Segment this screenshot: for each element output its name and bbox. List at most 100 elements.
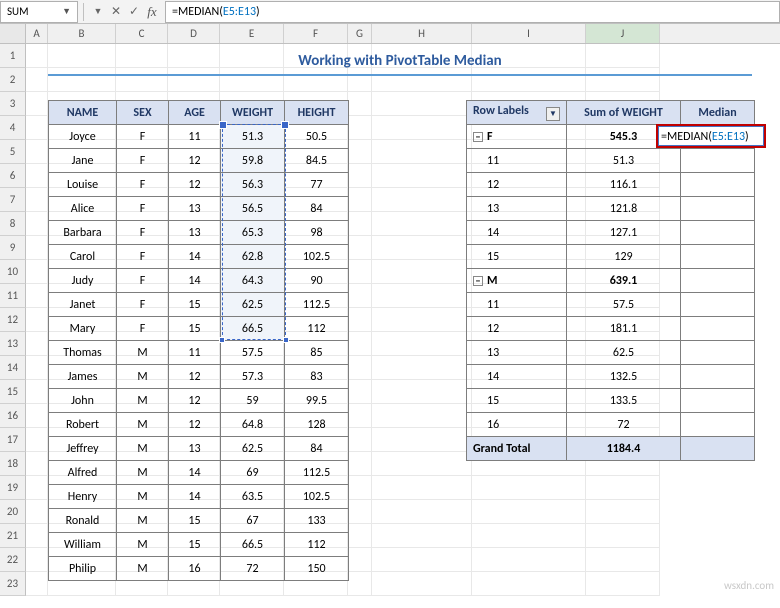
table-cell-name[interactable]: William — [49, 533, 117, 557]
select-all-corner[interactable] — [0, 24, 26, 43]
table-cell-ht[interactable]: 102.5 — [285, 245, 349, 269]
pivot-row-label[interactable]: 13 — [467, 341, 567, 365]
grid-cell[interactable] — [372, 476, 472, 500]
pivot-row-label[interactable]: 11 — [467, 149, 567, 173]
grid-cell[interactable] — [348, 188, 372, 212]
table-cell-wt[interactable]: 64.3 — [221, 269, 285, 293]
table-cell-sex[interactable]: M — [117, 389, 169, 413]
grid-cell[interactable] — [348, 92, 372, 116]
row-header-23[interactable]: 23 — [0, 572, 26, 596]
grid-cell[interactable] — [26, 500, 48, 524]
table-cell-ht[interactable]: 83 — [285, 365, 349, 389]
table-cell-age[interactable]: 13 — [169, 437, 221, 461]
pivot-row-label[interactable]: 11 — [467, 293, 567, 317]
grid-cell[interactable] — [26, 188, 48, 212]
table-cell-sex[interactable]: M — [117, 461, 169, 485]
column-header-b[interactable]: B — [48, 24, 116, 43]
pivot-row-label[interactable]: 16 — [467, 413, 567, 437]
table-cell-name[interactable]: Judy — [49, 269, 117, 293]
table-cell-sex[interactable]: F — [117, 197, 169, 221]
row-header-12[interactable]: 12 — [0, 308, 26, 332]
table-cell-age[interactable]: 14 — [169, 269, 221, 293]
grid-cell[interactable] — [348, 260, 372, 284]
table-cell-sex[interactable]: F — [117, 245, 169, 269]
row-header-10[interactable]: 10 — [0, 260, 26, 284]
grid-cell[interactable] — [372, 404, 472, 428]
grid-cell[interactable] — [348, 524, 372, 548]
grid-cell[interactable] — [348, 236, 372, 260]
pivot-median-cell[interactable] — [681, 293, 755, 317]
table-cell-age[interactable]: 15 — [169, 509, 221, 533]
grid-cell[interactable] — [372, 452, 472, 476]
table-cell-sex[interactable]: F — [117, 317, 169, 341]
grid-cell[interactable] — [472, 524, 586, 548]
row-header-16[interactable]: 16 — [0, 404, 26, 428]
table-cell-name[interactable]: Janet — [49, 293, 117, 317]
grid-cell[interactable] — [372, 500, 472, 524]
grid-cell[interactable] — [26, 212, 48, 236]
pivot-row-label[interactable]: 12 — [467, 317, 567, 341]
row-header-9[interactable]: 9 — [0, 236, 26, 260]
column-header-i[interactable]: I — [472, 24, 586, 43]
collapse-icon[interactable]: − — [473, 132, 483, 142]
table-cell-ht[interactable]: 112.5 — [285, 461, 349, 485]
column-header-h[interactable]: H — [372, 24, 472, 43]
pivot-header-row-labels[interactable]: Row Labels ▼ — [467, 101, 567, 125]
row-header-13[interactable]: 13 — [0, 332, 26, 356]
row-header-7[interactable]: 7 — [0, 188, 26, 212]
grid-cell[interactable] — [372, 524, 472, 548]
table-cell-name[interactable]: Jeffrey — [49, 437, 117, 461]
table-cell-name[interactable]: Philip — [49, 557, 117, 581]
grid-cell[interactable] — [26, 164, 48, 188]
table-cell-wt[interactable]: 56.5 — [221, 197, 285, 221]
row-header-6[interactable]: 6 — [0, 164, 26, 188]
grid-cell[interactable] — [26, 452, 48, 476]
grid-cell[interactable] — [26, 380, 48, 404]
table-cell-sex[interactable]: M — [117, 509, 169, 533]
grid-cell[interactable] — [348, 572, 372, 596]
table-cell-sex[interactable]: F — [117, 269, 169, 293]
grid-cell[interactable] — [372, 356, 472, 380]
grid-cell[interactable] — [26, 284, 48, 308]
table-cell-age[interactable]: 13 — [169, 197, 221, 221]
table-cell-name[interactable]: Carol — [49, 245, 117, 269]
table-cell-wt[interactable]: 51.3 — [221, 125, 285, 149]
table-cell-age[interactable]: 11 — [169, 125, 221, 149]
pivot-row-label[interactable]: 12 — [467, 173, 567, 197]
table-cell-ht[interactable]: 112 — [285, 317, 349, 341]
row-header-8[interactable]: 8 — [0, 212, 26, 236]
table-cell-wt[interactable]: 62.5 — [221, 437, 285, 461]
row-header-1[interactable]: 1 — [0, 44, 26, 68]
grid-cell[interactable] — [348, 308, 372, 332]
table-cell-ht[interactable]: 99.5 — [285, 389, 349, 413]
grid-cell[interactable] — [372, 380, 472, 404]
table-cell-wt[interactable]: 57.3 — [221, 365, 285, 389]
table-cell-sex[interactable]: M — [117, 341, 169, 365]
grid-cell[interactable] — [348, 380, 372, 404]
table-cell-wt[interactable]: 67 — [221, 509, 285, 533]
grid-cell[interactable] — [26, 308, 48, 332]
function-dropdown-icon[interactable]: ▼ — [89, 6, 107, 17]
table-cell-name[interactable]: Ronald — [49, 509, 117, 533]
pivot-row-label[interactable]: 15 — [467, 245, 567, 269]
table-cell-age[interactable]: 12 — [169, 173, 221, 197]
pivot-median-cell[interactable] — [681, 173, 755, 197]
name-box-dropdown-icon[interactable]: ▼ — [62, 6, 71, 17]
grid-cell[interactable] — [26, 92, 48, 116]
active-cell-j5[interactable]: =MEDIAN(E5:E13) — [656, 124, 766, 148]
grid-cell[interactable] — [348, 476, 372, 500]
table-cell-wt[interactable]: 65.3 — [221, 221, 285, 245]
table-cell-wt[interactable]: 59 — [221, 389, 285, 413]
column-header-a[interactable]: A — [26, 24, 48, 43]
table-cell-ht[interactable]: 102.5 — [285, 485, 349, 509]
pivot-median-cell[interactable] — [681, 149, 755, 173]
table-cell-wt[interactable]: 62.5 — [221, 293, 285, 317]
table-cell-wt[interactable]: 69 — [221, 461, 285, 485]
grid-cell[interactable] — [348, 404, 372, 428]
confirm-icon[interactable]: ✓ — [125, 4, 143, 19]
grid-cell[interactable] — [586, 500, 660, 524]
pivot-median-cell[interactable] — [681, 269, 755, 293]
table-cell-wt[interactable]: 57.5 — [221, 341, 285, 365]
grid-cell[interactable] — [472, 476, 586, 500]
pivot-row-label[interactable]: −M — [467, 269, 567, 293]
